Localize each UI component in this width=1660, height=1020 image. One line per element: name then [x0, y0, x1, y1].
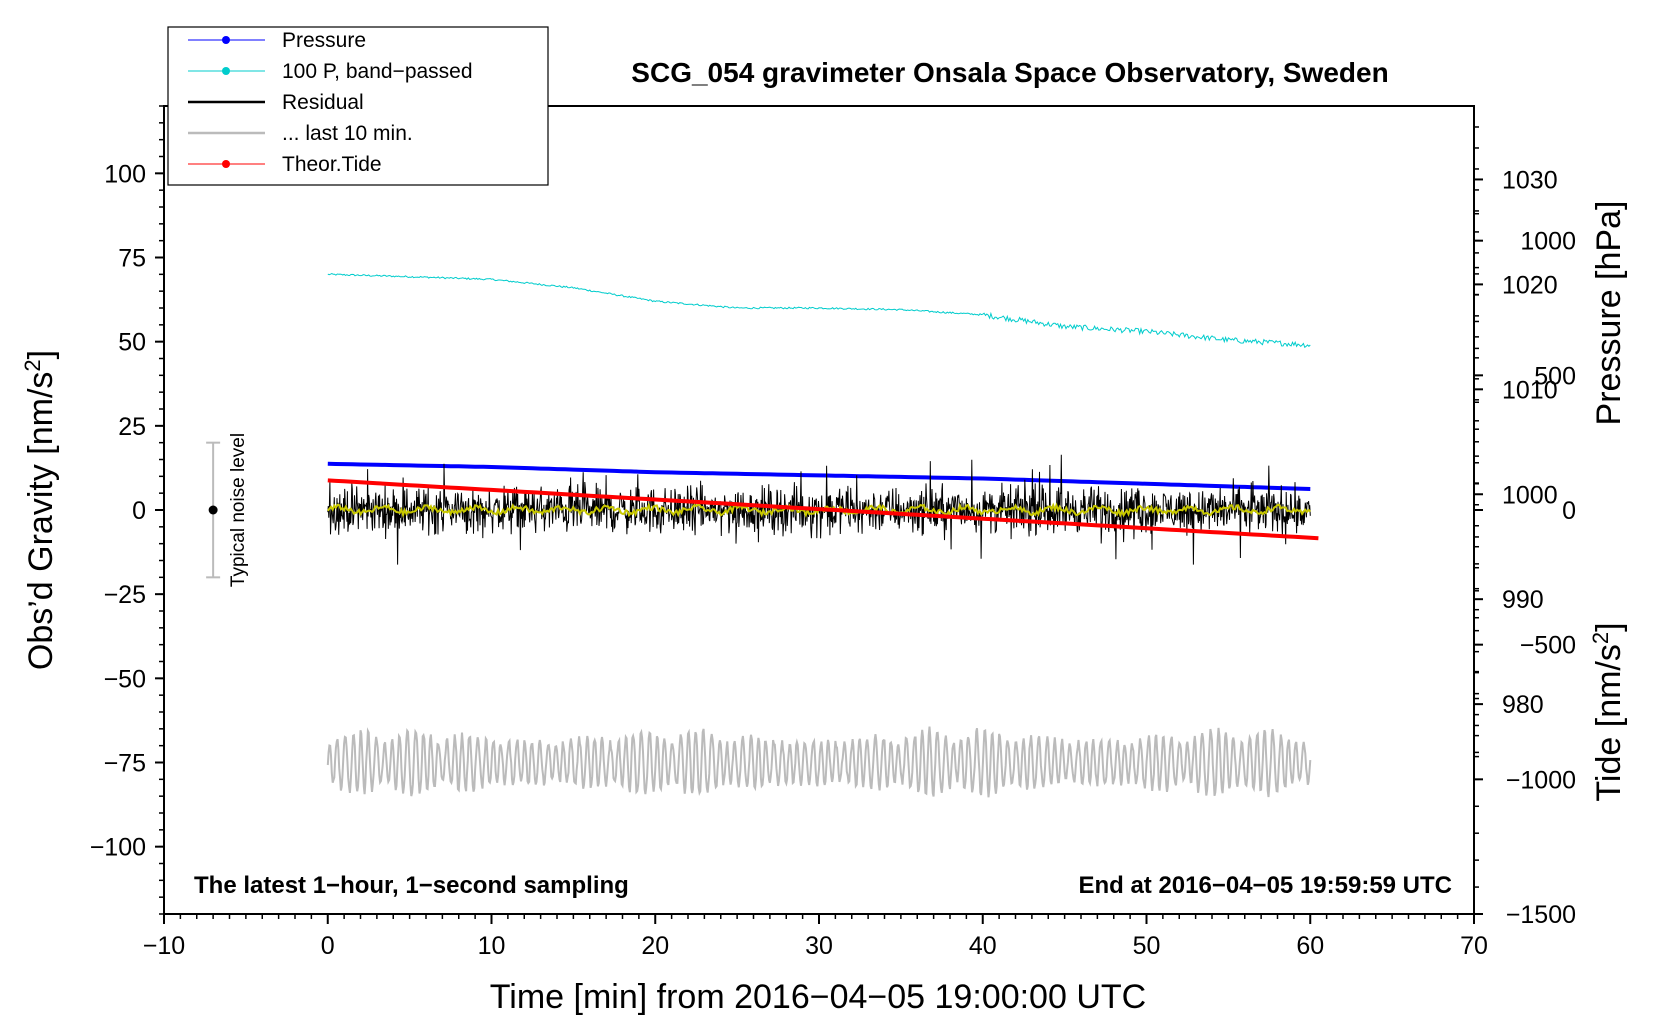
pressure-tick-label: 980 — [1502, 691, 1544, 719]
annotation-bottom-left: The latest 1−hour, 1−second sampling — [194, 872, 629, 899]
series-pressure-line — [327, 461, 1311, 491]
legend: Pressure 100 P, band−passed Residual ... la… — [167, 26, 549, 186]
tide-tick-label: −1000 — [1506, 766, 1576, 794]
y-axis-label-tide: Tide [nm/s2] — [1588, 622, 1628, 801]
y-tick-label: 0 — [132, 497, 146, 525]
noise-bar-label: Typical noise level — [228, 433, 249, 587]
y-axis-label-pressure: Pressure [hPa] — [1590, 201, 1628, 426]
tide-tick-label: 0 — [1562, 497, 1576, 525]
legend-label: Theor.Tide — [282, 153, 382, 176]
x-tick-label: 30 — [805, 932, 833, 960]
legend-swatch-marker — [222, 36, 230, 44]
annotation-bottom-right: End at 2016−04−05 19:59:59 UTC — [1078, 872, 1452, 899]
x-tick-label: 50 — [1133, 932, 1161, 960]
legend-label: Pressure — [282, 29, 366, 52]
pressure-tick-label: 1010 — [1502, 376, 1558, 404]
pressure-tick-label: 990 — [1502, 586, 1544, 614]
tide-tick-label: 500 — [1534, 362, 1576, 390]
pressure-tick-label: 1030 — [1502, 166, 1558, 194]
legend-swatch-marker — [222, 160, 230, 168]
y-tick-label: −25 — [104, 581, 146, 609]
x-tick-label: 10 — [478, 932, 506, 960]
y-tick-label: −50 — [104, 665, 146, 693]
legend-swatch-marker — [222, 67, 230, 75]
noise-bar-center-dot — [208, 505, 218, 515]
legend-label: ... last 10 min. — [282, 122, 413, 145]
series-tide-line — [327, 478, 1319, 541]
x-tick-label: 70 — [1460, 932, 1488, 960]
legend-label: 100 P, band−passed — [282, 60, 473, 83]
y-tick-label: 25 — [118, 413, 146, 441]
tide-tick-label: 1000 — [1520, 228, 1576, 256]
x-axis-label: Time [min] from 2016−04−05 19:00:00 UTC — [490, 978, 1146, 1016]
y-tick-label: −75 — [104, 750, 146, 778]
legend-label: Residual — [282, 91, 364, 114]
y-tick-label: 100 — [104, 160, 146, 188]
series-bandpassed-line — [327, 273, 1311, 349]
y-axis-label-left: Obs’d Gravity [nm/s2] — [20, 350, 60, 670]
y-tick-label: −100 — [90, 834, 146, 862]
legend-box — [167, 26, 549, 186]
x-tick-label: 0 — [321, 932, 335, 960]
pressure-tick-label: 1000 — [1502, 481, 1558, 509]
chart-title: SCG_054 gravimeter Onsala Space Observat… — [631, 57, 1388, 88]
x-tick-label: 40 — [969, 932, 997, 960]
x-tick-label: −10 — [143, 932, 185, 960]
y-tick-label: 75 — [118, 245, 146, 273]
tide-tick-label: −500 — [1520, 632, 1576, 660]
series-last10min-line — [326, 726, 1312, 798]
y-tick-label: 50 — [118, 329, 146, 357]
x-tick-label: 20 — [641, 932, 669, 960]
pressure-tick-label: 1020 — [1502, 271, 1558, 299]
x-tick-label: 60 — [1296, 932, 1324, 960]
tide-tick-label: −1500 — [1506, 901, 1576, 929]
